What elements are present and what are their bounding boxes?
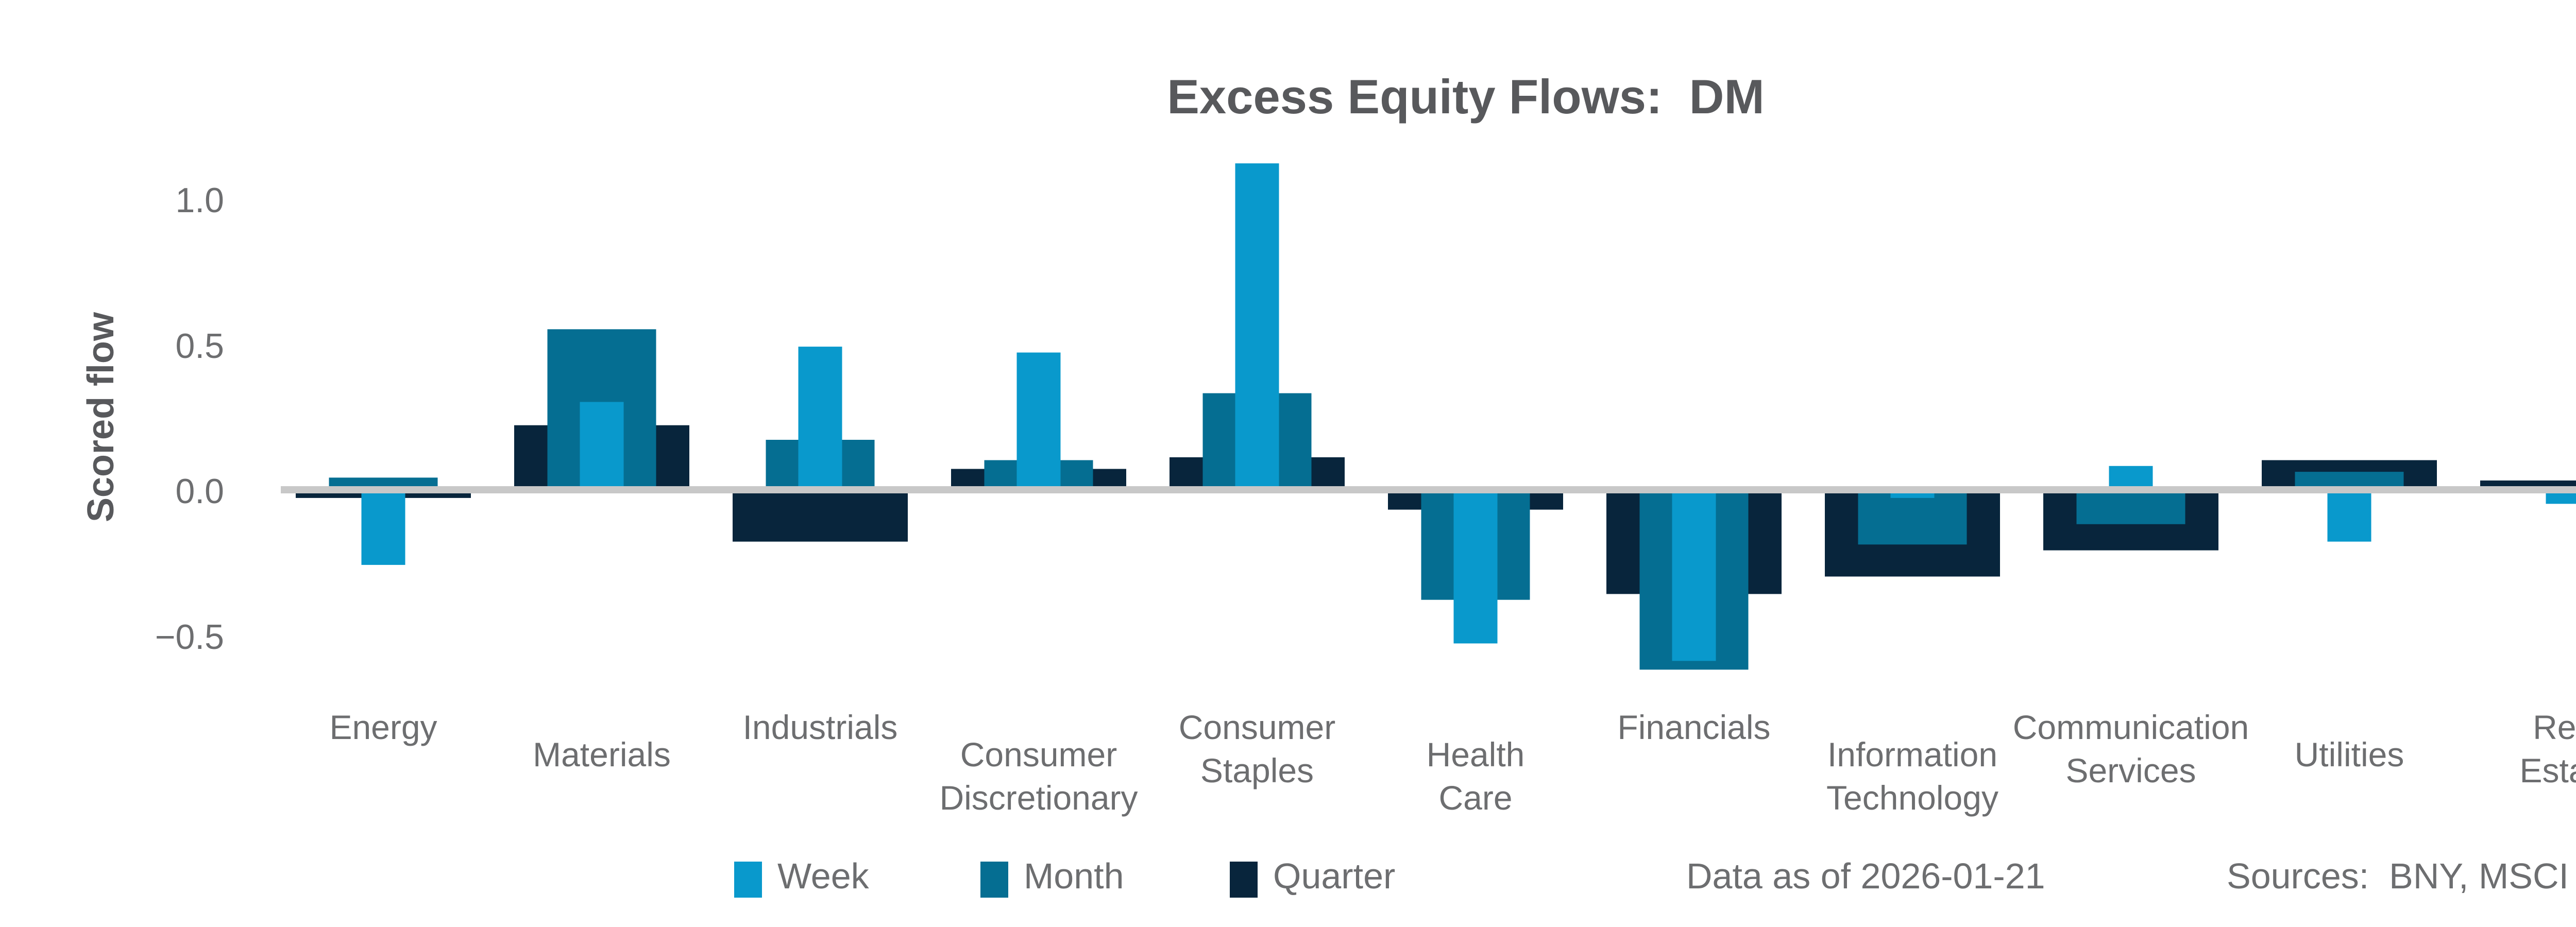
category-label-consumer-staples: Consumer Staples [1178,708,1336,789]
bar-week-industrials [798,347,842,489]
category-label-communication-services: Communication Services [2012,708,2249,789]
week-swatch-icon [734,862,762,898]
category-label-information-technology: Information Technology [1826,735,1998,817]
quarter-swatch-icon [1230,862,1258,898]
bar-week-health-care [1453,489,1498,644]
category-label-utilities: Utilities [2294,735,2404,774]
bar-week-consumer-discretionary [1016,352,1061,490]
chart-title: Excess Equity Flows: DM [1167,70,1765,124]
category-label-industrials: Industrials [742,708,898,746]
sources-note: Sources: BNY, MSCI [2227,856,2569,896]
zero-axis-line [281,486,2576,493]
bar-week-communication-services [2109,466,2153,489]
y-tick-neg-0.5: −0.5 [155,617,224,657]
category-label-financials: Financials [1617,708,1771,746]
data-as-of-note: Data as of 2026-01-21 [1686,856,2045,896]
bar-week-consumer-staples [1235,163,1279,489]
y-axis-label: Scored flow [80,312,122,523]
legend-item-week: Week [734,857,869,898]
bar-week-utilities [2327,489,2371,542]
month-swatch-icon [980,862,1008,898]
category-label-health-care: Health Care [1426,735,1525,817]
category-label-energy: Energy [329,708,437,746]
legend-label-week: Week [777,856,869,896]
y-tick-1.0: 1.0 [175,181,224,220]
legend-label-month: Month [1024,856,1124,896]
legend-item-quarter: Quarter [1230,857,1395,898]
bar-month-communication-services [2076,489,2185,524]
y-tick-0.5: 0.5 [175,327,224,366]
bar-quarter-industrials [733,489,908,542]
legend-item-month: Month [980,857,1124,898]
legend-label-quarter: Quarter [1273,856,1396,896]
category-label-materials: Materials [533,735,671,774]
bar-month-information-technology [1858,489,1967,545]
bar-week-energy [361,489,405,565]
y-tick-0.0: 0.0 [175,472,224,511]
bar-week-materials [580,402,624,489]
bar-week-financials [1672,489,1716,661]
category-label-real-estate: Real Estate [2519,708,2576,789]
category-label-consumer-discretionary: Consumer Discretionary [939,735,1138,817]
